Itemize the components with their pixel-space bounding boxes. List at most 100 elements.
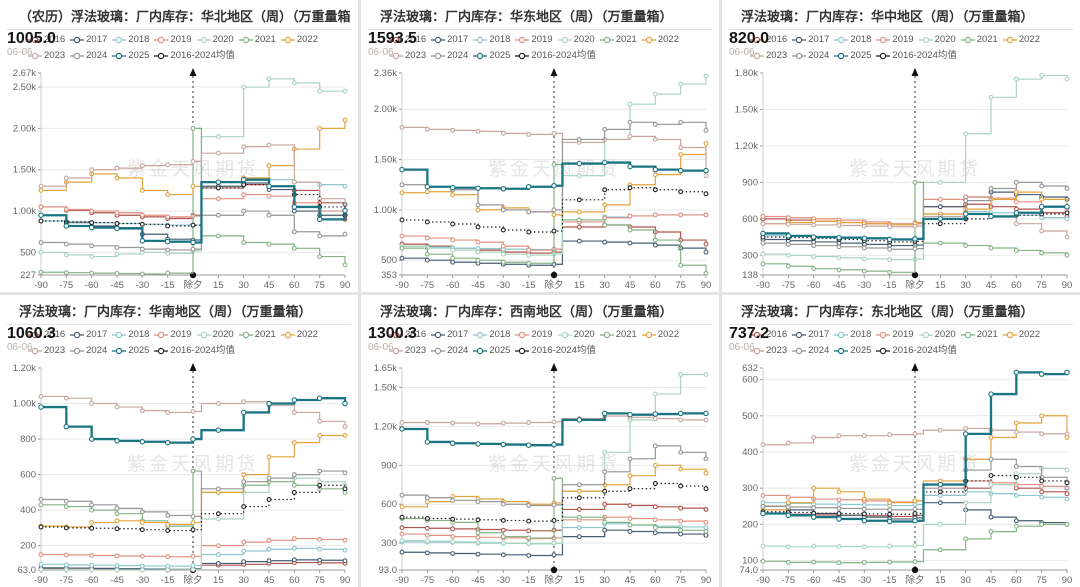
svg-text:400: 400	[742, 447, 758, 458]
legend-item-2023[interactable]: 2023	[750, 343, 787, 359]
legend-item-2024[interactable]: 2024	[792, 343, 829, 359]
legend-item-2022[interactable]: 2022	[641, 327, 679, 343]
svg-text:15: 15	[574, 280, 585, 291]
legend-marker-icon	[960, 331, 975, 339]
svg-text:2.67k: 2.67k	[13, 68, 36, 79]
legend-item-2025[interactable]: 2025	[473, 343, 510, 359]
legend-item-2019[interactable]: 2019	[154, 32, 192, 48]
svg-text:除夕: 除夕	[183, 574, 202, 586]
svg-text:45: 45	[986, 280, 997, 291]
legend-item-2021[interactable]: 2021	[599, 327, 637, 343]
legend-item-2025[interactable]: 2025	[112, 48, 149, 64]
plot-svg: 93.0 300 600 900 1.20k 1.50k 1.65k -90 -75 -60 -45…	[374, 363, 711, 586]
legend-item-2016-2024均值[interactable]: 2016-2024均值	[876, 48, 957, 64]
legend-item-2022[interactable]: 2022	[1002, 32, 1040, 48]
legend-marker-icon	[750, 331, 764, 339]
latest-date: 06-06	[7, 47, 33, 58]
legend-item-2018[interactable]: 2018	[834, 32, 871, 48]
legend-item-2017[interactable]: 2017	[792, 32, 829, 48]
legend-item-2019[interactable]: 2019	[876, 32, 914, 48]
legend-item-2018[interactable]: 2018	[112, 327, 149, 343]
svg-text:2.36k: 2.36k	[374, 68, 397, 79]
legend-marker-icon	[473, 52, 488, 60]
legend-item-2023[interactable]: 2023	[389, 343, 426, 359]
legend-item-2024[interactable]: 2024	[70, 343, 107, 359]
legend-item-2019[interactable]: 2019	[515, 32, 553, 48]
legend-item-2020[interactable]: 2020	[196, 327, 234, 343]
legend-item-2023[interactable]: 2023	[389, 48, 426, 64]
legend-item-2016[interactable]: 2016	[28, 327, 65, 343]
svg-text:200: 200	[20, 541, 36, 552]
legend-item-2019[interactable]: 2019	[154, 327, 192, 343]
legend-item-2025[interactable]: 2025	[834, 48, 871, 64]
legend-item-2016-2024均值[interactable]: 2016-2024均值	[154, 343, 235, 359]
svg-text:45: 45	[625, 575, 636, 586]
legend-item-2024[interactable]: 2024	[431, 343, 468, 359]
legend-item-2017[interactable]: 2017	[431, 327, 468, 343]
legend-item-2024[interactable]: 2024	[70, 48, 107, 64]
legend-item-2022[interactable]: 2022	[641, 32, 679, 48]
legend-item-2017[interactable]: 2017	[70, 327, 107, 343]
legend-item-2021[interactable]: 2021	[238, 32, 276, 48]
legend-item-2017[interactable]: 2017	[792, 327, 829, 343]
legend-item-2023[interactable]: 2023	[750, 48, 787, 64]
svg-text:600: 600	[381, 499, 397, 510]
legend-item-2020[interactable]: 2020	[196, 32, 234, 48]
legend-item-2022[interactable]: 2022	[280, 32, 318, 48]
legend-marker-icon	[515, 347, 530, 355]
legend-item-2023[interactable]: 2023	[28, 343, 65, 359]
svg-text:-45: -45	[110, 575, 124, 586]
svg-text:-45: -45	[832, 575, 846, 586]
legend-marker-icon	[389, 52, 403, 60]
legend-item-2018[interactable]: 2018	[473, 327, 510, 343]
legend-item-2022[interactable]: 2022	[280, 327, 318, 343]
svg-text:-60: -60	[85, 575, 99, 586]
svg-text:2.50k: 2.50k	[13, 82, 36, 93]
svg-text:75: 75	[314, 280, 325, 291]
legend-item-2021[interactable]: 2021	[960, 327, 998, 343]
legend-item-2016[interactable]: 2016	[750, 327, 787, 343]
legend-marker-icon	[515, 331, 530, 339]
legend-item-2020[interactable]: 2020	[918, 327, 956, 343]
legend-item-2023[interactable]: 2023	[28, 48, 65, 64]
legend-item-2021[interactable]: 2021	[599, 32, 637, 48]
svg-text:除夕: 除夕	[905, 574, 924, 586]
legend-item-2020[interactable]: 2020	[557, 327, 595, 343]
legend-item-2018[interactable]: 2018	[112, 32, 149, 48]
legend-item-2024[interactable]: 2024	[792, 48, 829, 64]
svg-text:45: 45	[264, 575, 275, 586]
legend-item-2025[interactable]: 2025	[834, 343, 871, 359]
legend-item-2021[interactable]: 2021	[238, 327, 276, 343]
legend-item-2019[interactable]: 2019	[876, 327, 914, 343]
svg-text:-15: -15	[883, 280, 897, 291]
svg-text:-30: -30	[135, 575, 149, 586]
legend-item-2022[interactable]: 2022	[1002, 327, 1040, 343]
legend-item-2024[interactable]: 2024	[431, 48, 468, 64]
legend-marker-icon	[280, 36, 295, 44]
legend-item-2020[interactable]: 2020	[557, 32, 595, 48]
legend-item-2016-2024均值[interactable]: 2016-2024均值	[876, 343, 957, 359]
legend-item-2016-2024均值[interactable]: 2016-2024均值	[515, 48, 596, 64]
legend-item-2021[interactable]: 2021	[960, 32, 998, 48]
legend-item-2018[interactable]: 2018	[834, 327, 871, 343]
legend-item-2016[interactable]: 2016	[28, 32, 65, 48]
legend-item-2017[interactable]: 2017	[70, 32, 107, 48]
svg-text:632: 632	[742, 363, 758, 374]
legend-marker-icon	[557, 331, 572, 339]
legend-item-2025[interactable]: 2025	[473, 48, 510, 64]
legend-item-2018[interactable]: 2018	[473, 32, 510, 48]
legend-item-2019[interactable]: 2019	[515, 327, 553, 343]
legend-item-2025[interactable]: 2025	[112, 343, 149, 359]
svg-text:500: 500	[20, 247, 36, 258]
legend-item-2016-2024均值[interactable]: 2016-2024均值	[154, 48, 235, 64]
legend-item-2020[interactable]: 2020	[918, 32, 956, 48]
legend-item-2016[interactable]: 2016	[389, 32, 426, 48]
legend-item-2016[interactable]: 2016	[389, 327, 426, 343]
svg-text:紫金天风期货: 紫金天风期货	[849, 158, 981, 180]
legend-marker-icon	[238, 36, 253, 44]
legend-marker-icon	[876, 52, 891, 60]
legend-item-2017[interactable]: 2017	[431, 32, 468, 48]
legend-item-2016-2024均值[interactable]: 2016-2024均值	[515, 343, 596, 359]
legend-item-2016[interactable]: 2016	[750, 32, 787, 48]
